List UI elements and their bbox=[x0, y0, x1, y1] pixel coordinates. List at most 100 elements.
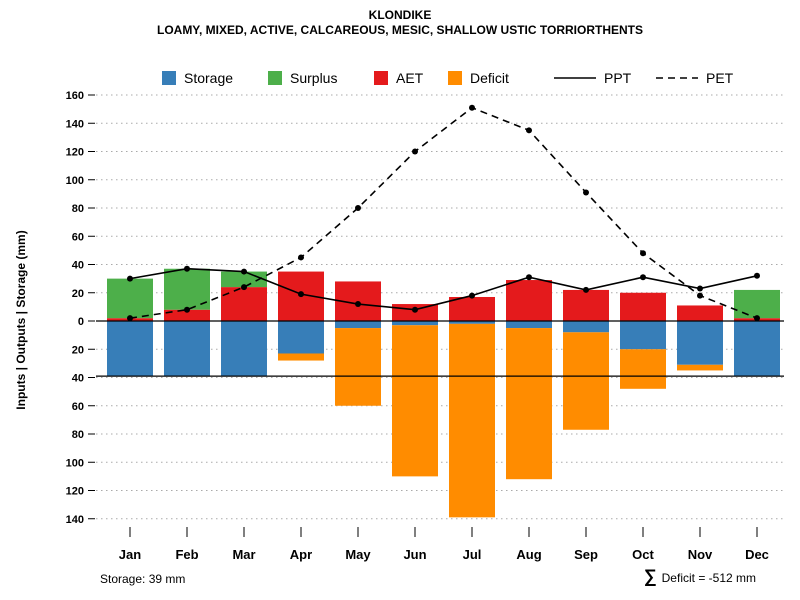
y-tick-label: 40 bbox=[72, 260, 84, 272]
point-ppt-jan bbox=[127, 275, 133, 282]
y-tick-label: 60 bbox=[72, 401, 84, 413]
legend-swatch-deficit bbox=[448, 71, 462, 85]
x-tick-label-jan: Jan bbox=[119, 547, 141, 562]
bar-storage-jan bbox=[107, 321, 153, 377]
legend-swatch-aet bbox=[374, 71, 388, 85]
y-tick-label: 120 bbox=[66, 486, 84, 498]
data-lines bbox=[127, 104, 760, 322]
bar-storage-jul bbox=[449, 321, 495, 324]
bar-aet-feb bbox=[164, 309, 210, 321]
deficit-sum-text: Deficit = -512 mm bbox=[661, 571, 756, 585]
bar-aet-mar bbox=[221, 287, 267, 321]
y-tick-label: 0 bbox=[78, 316, 84, 328]
storage-annotation: Storage: 39 mm bbox=[100, 572, 186, 586]
bar-deficit-may bbox=[335, 328, 381, 406]
y-tick-label: 60 bbox=[72, 231, 84, 243]
legend-label: Deficit bbox=[470, 70, 509, 86]
y-tick-label: 40 bbox=[72, 373, 84, 385]
x-tick-label-apr: Apr bbox=[290, 547, 312, 562]
point-ppt-dec bbox=[754, 272, 760, 279]
bar-storage-nov bbox=[677, 321, 723, 365]
y-tick-label: 100 bbox=[66, 175, 84, 187]
y-tick-label: 20 bbox=[72, 288, 84, 300]
x-tick-label-feb: Feb bbox=[175, 547, 198, 562]
bar-storage-dec bbox=[734, 321, 780, 377]
legend-item-storage: Storage bbox=[162, 70, 233, 86]
bar-storage-feb bbox=[164, 321, 210, 377]
legend-label: PET bbox=[706, 70, 734, 86]
point-ppt-nov bbox=[697, 285, 703, 292]
x-tick-label-jun: Jun bbox=[403, 547, 426, 562]
point-ppt-jul bbox=[469, 292, 475, 299]
point-ppt-oct bbox=[640, 274, 646, 281]
bar-deficit-apr bbox=[278, 353, 324, 361]
sigma-symbol: ∑ bbox=[643, 566, 657, 586]
y-tick-label: 160 bbox=[66, 90, 84, 102]
chart-title: KLONDIKE bbox=[368, 8, 432, 22]
bar-storage-oct bbox=[620, 321, 666, 350]
bar-aet-oct bbox=[620, 292, 666, 321]
point-pet-aug bbox=[526, 127, 532, 134]
stacked-bars bbox=[107, 268, 780, 518]
point-ppt-mar bbox=[241, 268, 247, 275]
point-pet-mar bbox=[241, 284, 247, 291]
bar-storage-jun bbox=[392, 321, 438, 326]
x-tick-label-jul: Jul bbox=[463, 547, 482, 562]
legend-label: Storage bbox=[184, 70, 233, 86]
x-tick-label-mar: Mar bbox=[232, 547, 255, 562]
bar-deficit-oct bbox=[620, 349, 666, 389]
point-pet-sep bbox=[583, 189, 589, 196]
x-tick-label-dec: Dec bbox=[745, 547, 769, 562]
legend-item-surplus: Surplus bbox=[268, 70, 337, 86]
chart-subtitle: LOAMY, MIXED, ACTIVE, CALCAREOUS, MESIC,… bbox=[156, 23, 643, 37]
legend-label: PPT bbox=[604, 70, 632, 86]
bar-aet-sep bbox=[563, 289, 609, 321]
y-tick-label: 140 bbox=[66, 118, 84, 130]
bar-deficit-nov bbox=[677, 364, 723, 371]
legend-item-ppt: PPT bbox=[554, 70, 632, 86]
point-pet-oct bbox=[640, 250, 646, 257]
point-pet-apr bbox=[298, 254, 304, 261]
point-pet-may bbox=[355, 205, 361, 211]
legend-swatch-surplus bbox=[268, 71, 282, 85]
legend-label: Surplus bbox=[290, 70, 337, 86]
bar-deficit-sep bbox=[563, 332, 609, 430]
point-ppt-jun bbox=[412, 306, 418, 313]
y-tick-label: 20 bbox=[72, 344, 84, 356]
bar-deficit-jun bbox=[392, 325, 438, 477]
point-ppt-apr bbox=[298, 291, 304, 298]
y-tick-label: 140 bbox=[66, 514, 84, 526]
point-pet-dec bbox=[754, 315, 760, 322]
bar-deficit-jul bbox=[449, 323, 495, 518]
bar-storage-apr bbox=[278, 321, 324, 354]
bar-aet-aug bbox=[506, 280, 552, 321]
chart-legend: Storage Surplus AET Deficit PPT PET bbox=[162, 70, 734, 86]
point-ppt-aug bbox=[526, 274, 532, 281]
x-tick-label-oct: Oct bbox=[632, 547, 654, 562]
bar-surplus-jan bbox=[107, 278, 153, 319]
point-pet-jul bbox=[469, 104, 475, 111]
point-ppt-feb bbox=[184, 265, 190, 272]
x-tick-label-aug: Aug bbox=[516, 547, 541, 562]
bar-aet-nov bbox=[677, 305, 723, 321]
legend-item-deficit: Deficit bbox=[448, 70, 509, 86]
point-ppt-may bbox=[355, 301, 361, 308]
x-tick-label-sep: Sep bbox=[574, 547, 598, 562]
bar-storage-sep bbox=[563, 321, 609, 333]
bar-storage-mar bbox=[221, 321, 267, 377]
bar-deficit-aug bbox=[506, 328, 552, 480]
point-ppt-sep bbox=[583, 286, 589, 293]
deficit-sum-annotation: ∑ Deficit = -512 mm bbox=[644, 566, 756, 587]
legend-item-aet: AET bbox=[374, 70, 424, 86]
y-axis-label: Inputs | Outputs | Storage (mm) bbox=[14, 230, 28, 409]
point-pet-jan bbox=[127, 315, 133, 322]
bar-storage-aug bbox=[506, 321, 552, 329]
bar-storage-may bbox=[335, 321, 381, 329]
point-pet-feb bbox=[184, 306, 190, 313]
point-pet-jun bbox=[412, 148, 418, 155]
legend-swatch-storage bbox=[162, 71, 176, 85]
reference-lines bbox=[96, 320, 784, 377]
line-ppt bbox=[129, 267, 758, 311]
